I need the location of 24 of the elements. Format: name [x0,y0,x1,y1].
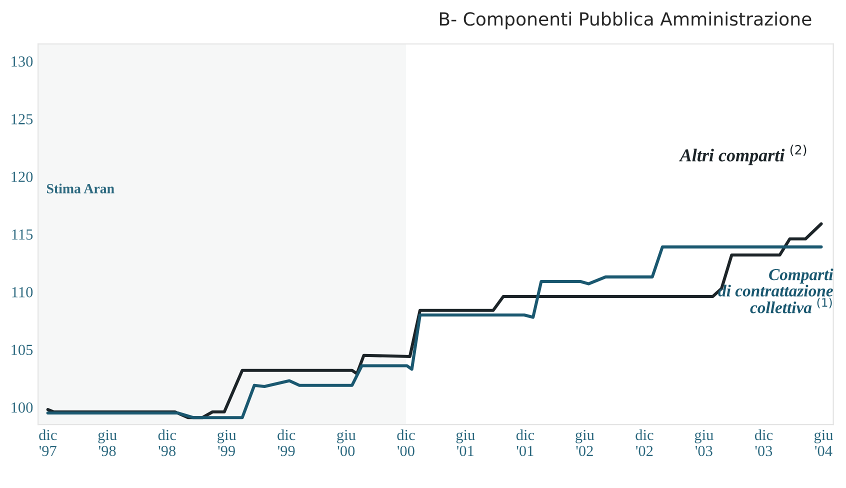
y-tick-label: 120 [12,172,33,182]
x-tick-label: giu '99 [217,430,236,456]
y-tick-label: 100 [12,402,33,413]
y-tick-label: 105 [12,344,33,356]
x-tick-label: giu '02 [576,430,594,456]
x-tick-label: giu '04 [814,430,834,456]
x-tick-label: dic '97 [39,429,57,456]
x-tick-label: giu '01 [456,430,475,456]
y-tick-label: 130 [12,56,33,67]
x-tick-label: dic '00 [397,429,415,456]
y-tick-label: 115 [12,229,33,240]
x-tick-label: dic '99 [278,429,296,456]
text: Altri comparti $^{(2)}$ [678,144,806,166]
band-label: Stima Aran [46,184,114,194]
x-tick-label: giu '98 [98,430,117,456]
chart-title: B- Componenti Pubblica Amministrazione [440,12,812,30]
x-tick-label: giu '03 [694,430,714,456]
x-tick-label: dic '03 [754,429,773,456]
x-tick-label: giu '00 [337,430,356,456]
y-tick-label: 125 [12,114,33,124]
x-tick-label: dic '01 [516,429,534,456]
y-tick-label: 110 [12,287,33,298]
x-tick-label: dic '02 [636,429,654,456]
x-tick-label: dic '98 [158,429,176,456]
